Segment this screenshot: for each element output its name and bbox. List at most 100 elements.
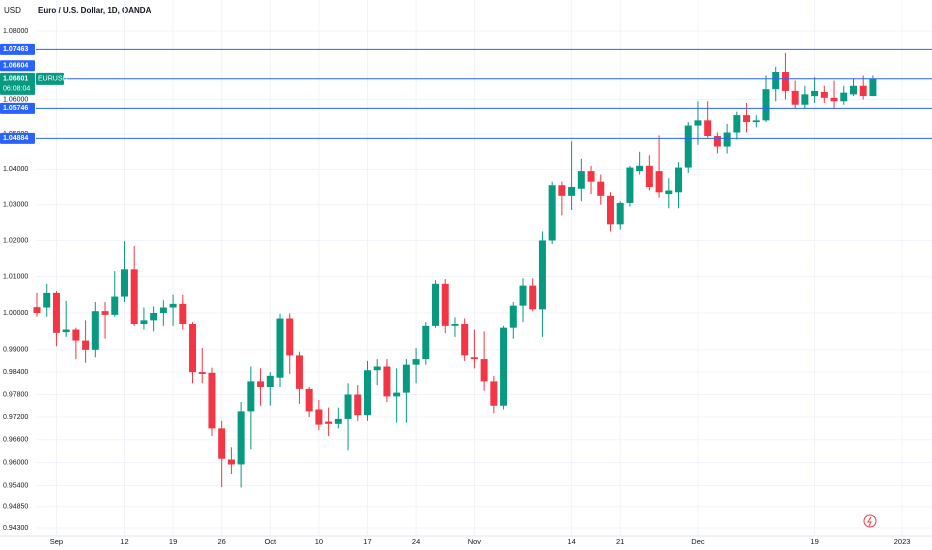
last-price-badge xyxy=(0,72,35,95)
candle-body xyxy=(266,375,274,388)
candle-body xyxy=(723,132,731,147)
price-badge xyxy=(0,132,35,144)
last-price-label: 1.06601 xyxy=(3,76,28,83)
candle-body xyxy=(636,165,644,172)
x-tick-label: 24 xyxy=(412,537,420,546)
y-tick-label: 0.97200 xyxy=(3,414,28,421)
candle-body xyxy=(665,190,673,195)
candle-body xyxy=(43,292,51,308)
x-tick-label: Oct xyxy=(264,537,277,546)
candle-body xyxy=(257,381,265,388)
candle-body xyxy=(402,364,410,393)
candle-body xyxy=(626,167,634,203)
candle-body xyxy=(101,311,109,315)
candle-body xyxy=(373,366,381,371)
candle-body xyxy=(422,325,430,360)
y-tick-label: 0.97800 xyxy=(3,391,28,398)
candle-body xyxy=(733,115,741,133)
candle-body xyxy=(684,125,692,168)
candle-body xyxy=(276,318,284,378)
candle-body xyxy=(315,409,323,425)
x-tick-label: 17 xyxy=(363,537,371,546)
x-tick-label: 26 xyxy=(218,537,226,546)
candle-body xyxy=(383,366,391,397)
candle-body xyxy=(451,324,459,326)
y-tick-label: 1.08000 xyxy=(3,28,28,35)
candle-body xyxy=(811,90,819,97)
y-tick-label: 0.99000 xyxy=(3,347,28,354)
candle-body xyxy=(675,167,683,193)
x-tick-label: 19 xyxy=(810,537,818,546)
y-tick-label: 1.03000 xyxy=(3,202,28,209)
chart-title: Euro / U.S. Dollar, 1D, OANDA xyxy=(38,6,152,15)
candle-body xyxy=(762,89,770,121)
candle-body xyxy=(587,171,595,182)
candle-body xyxy=(62,329,70,333)
candle-body xyxy=(150,313,158,321)
y-tick-label: 1.00000 xyxy=(3,310,28,317)
candle-body xyxy=(33,307,41,314)
y-tick-label: 1.04000 xyxy=(3,166,28,173)
candle-body xyxy=(295,355,303,389)
x-tick-label: 2023 xyxy=(894,537,911,546)
price-badge-label: 1.04884 xyxy=(3,135,28,142)
alert-icon[interactable] xyxy=(863,514,877,528)
candle-body xyxy=(354,394,362,416)
x-tick-label: 21 xyxy=(616,537,624,546)
candle-body xyxy=(772,72,780,90)
price-badge xyxy=(0,60,35,72)
candle-body xyxy=(558,185,566,196)
candle-body xyxy=(325,421,333,424)
candle-body xyxy=(82,340,90,350)
candle-body xyxy=(305,388,313,412)
candle-body xyxy=(859,85,867,97)
price-badge xyxy=(0,43,35,55)
candle-body xyxy=(344,394,352,419)
candle-body xyxy=(694,120,702,126)
candle-body xyxy=(529,285,537,310)
candle-body xyxy=(781,72,789,91)
candle-body xyxy=(490,381,498,406)
y-tick-label: 1.01000 xyxy=(3,273,28,280)
x-tick-label: Sep xyxy=(50,537,63,546)
candle-body xyxy=(52,292,60,333)
candle-body xyxy=(218,428,226,459)
candle-body xyxy=(597,181,605,196)
candle-body xyxy=(849,85,857,95)
candle-body xyxy=(500,327,508,406)
candle-body xyxy=(577,171,585,189)
candle-body xyxy=(704,120,712,137)
candle-body xyxy=(179,303,187,325)
candle-body xyxy=(743,115,751,123)
candle-body xyxy=(393,392,401,397)
y-tick-label: 0.98400 xyxy=(3,369,28,376)
candle-body xyxy=(509,305,517,328)
candle-body xyxy=(72,329,80,341)
candle-body xyxy=(548,185,556,241)
candle-body xyxy=(752,120,760,123)
x-tick-label: 19 xyxy=(169,537,177,546)
candle-body xyxy=(198,372,206,374)
candle-body xyxy=(247,381,255,412)
x-tick-label: Nov xyxy=(468,537,482,546)
y-tick-label: 0.94850 xyxy=(3,504,28,511)
candle-body xyxy=(227,459,235,465)
symbol-badge xyxy=(36,72,64,85)
candle-body xyxy=(869,78,877,97)
candle-body xyxy=(791,90,799,105)
candle-body xyxy=(519,285,527,306)
candle-body xyxy=(208,372,216,429)
candle-body xyxy=(91,311,99,350)
price-badge-label: 1.07463 xyxy=(3,46,28,53)
candle-body xyxy=(363,370,371,416)
candle-body xyxy=(830,97,838,102)
y-tick-label: 0.96600 xyxy=(3,437,28,444)
candle-body xyxy=(432,283,440,326)
candle-body xyxy=(713,136,721,147)
candle-body xyxy=(645,165,653,187)
x-tick-label: 12 xyxy=(120,537,128,546)
price-badge-label: 1.06604 xyxy=(3,63,28,70)
candle-body xyxy=(480,359,488,382)
